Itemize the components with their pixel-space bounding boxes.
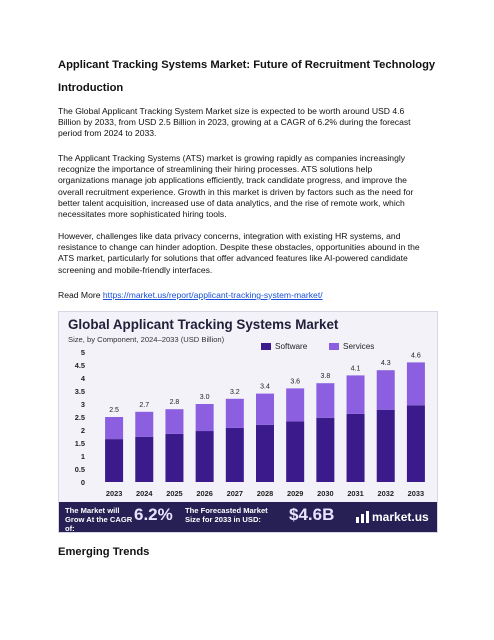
y-tick-label: 3.5 bbox=[75, 387, 85, 396]
p2-line: recognize the importance of streamlining… bbox=[58, 164, 373, 175]
x-tick-label-2028: 2028 bbox=[257, 489, 273, 498]
bar-software-2031 bbox=[346, 413, 365, 482]
data-label-2033: 4.6 bbox=[411, 352, 421, 359]
bar-services-2030 bbox=[316, 383, 335, 418]
p1-line: Billion by 2033, from USD 2.5 Billion in… bbox=[58, 117, 411, 128]
p2-line: organizations manage job applications ef… bbox=[58, 175, 407, 186]
bar-software-2023 bbox=[105, 439, 124, 482]
p2-line: necessitates more sophisticated hiring t… bbox=[58, 209, 227, 220]
forecast-value: $4.6B bbox=[289, 505, 335, 524]
legend-software-swatch bbox=[261, 343, 271, 350]
data-label-2024: 2.7 bbox=[139, 402, 149, 409]
bar-software-2026 bbox=[195, 431, 214, 482]
logo-text: market.us bbox=[372, 510, 429, 524]
cagr-caption: The Market will Grow At the CAGR of: bbox=[65, 506, 133, 533]
p3-line: However, challenges like data privacy co… bbox=[58, 231, 401, 241]
p1-line: period from 2024 to 2033. bbox=[58, 128, 157, 139]
x-tick-label-2023: 2023 bbox=[106, 489, 122, 498]
p3-line: ATS market, particularly for solutions t… bbox=[58, 253, 408, 264]
p3-line: screening and mobile-friendly interfaces… bbox=[58, 264, 213, 275]
infographic-footer: The Market will Grow At the CAGR of: 6.2… bbox=[59, 502, 437, 532]
x-tick-label-2029: 2029 bbox=[287, 489, 303, 498]
data-label-2030: 3.8 bbox=[320, 373, 330, 380]
y-tick-label: 4.5 bbox=[75, 361, 85, 370]
market-us-logo-icon bbox=[356, 511, 369, 523]
paragraph-market-size: The Global Applicant Tracking System Mar… bbox=[58, 106, 440, 140]
y-tick-label: 2.5 bbox=[75, 413, 85, 422]
bar-software-2032 bbox=[376, 409, 395, 482]
data-label-2027: 3.2 bbox=[230, 389, 240, 396]
p1-line: The Global Applicant Tracking System Mar… bbox=[58, 106, 405, 116]
legend-software: Software bbox=[261, 342, 307, 351]
cagr-value: 6.2% bbox=[134, 505, 173, 524]
bar-software-2028 bbox=[256, 424, 274, 482]
market-us-logo: market.us bbox=[356, 510, 429, 524]
bar-software-2027 bbox=[225, 427, 244, 482]
bar-software-2029 bbox=[286, 421, 305, 482]
y-tick-label: 1.5 bbox=[75, 439, 85, 448]
p2-line: The Applicant Tracking Systems (ATS) mar… bbox=[58, 153, 406, 163]
market-infographic: 0 0.5 1 1.5 2 2.5 3 3.5 4 4.5 5 2.5 2023 2.7 2024 2.8 20… bbox=[58, 311, 438, 533]
x-tick-label-2032: 2032 bbox=[378, 489, 394, 498]
bar-services-2024 bbox=[135, 411, 154, 437]
document-title: Applicant Tracking Systems Market: Futur… bbox=[58, 59, 436, 71]
y-tick-label: 2 bbox=[81, 426, 85, 435]
bar-chart: 0 0.5 1 1.5 2 2.5 3 3.5 4 4.5 5 2.5 2023 2.7 2024 2.8 20… bbox=[75, 348, 425, 498]
bar-services-2025 bbox=[165, 409, 184, 434]
chart-title: Global Applicant Tracking Systems Market bbox=[68, 317, 339, 332]
y-tick-label: 1 bbox=[81, 452, 85, 461]
p2-line: better talent acquisition, increased use… bbox=[58, 197, 405, 208]
data-label-2025: 2.8 bbox=[170, 399, 180, 406]
x-tick-label-2030: 2030 bbox=[317, 489, 333, 498]
y-tick-label: 0.5 bbox=[75, 465, 85, 474]
paragraph-market-growth: The Applicant Tracking Systems (ATS) mar… bbox=[58, 153, 440, 220]
bar-services-2027 bbox=[225, 398, 244, 428]
emerging-trends-heading: Emerging Trends bbox=[58, 546, 150, 558]
data-label-2023: 2.5 bbox=[109, 407, 119, 414]
data-label-2029: 3.6 bbox=[290, 378, 300, 385]
bar-services-2029 bbox=[286, 388, 305, 422]
x-tick-label-2027: 2027 bbox=[227, 489, 243, 498]
p2-line: overall recruitment experience. Growth i… bbox=[58, 186, 414, 197]
x-tick-label-2031: 2031 bbox=[347, 489, 363, 498]
bar-software-2030 bbox=[316, 417, 335, 482]
bar-services-2033 bbox=[406, 362, 425, 406]
y-tick-label: 4 bbox=[81, 374, 86, 383]
bar-services-2023 bbox=[105, 417, 124, 440]
data-label-2031: 4.1 bbox=[351, 365, 361, 372]
y-tick-label: 5 bbox=[81, 348, 85, 357]
legend-services-swatch bbox=[329, 343, 339, 350]
bar-software-2025 bbox=[165, 433, 184, 482]
bar-services-2026 bbox=[195, 404, 214, 432]
bar-services-2028 bbox=[256, 393, 274, 425]
chart-subtitle: Size, by Component, 2024–2033 (USD Billi… bbox=[68, 335, 225, 344]
bar-software-2024 bbox=[135, 436, 154, 482]
x-tick-label-2033: 2033 bbox=[408, 489, 424, 498]
data-label-2026: 3.0 bbox=[200, 394, 210, 401]
bar-services-2032 bbox=[376, 370, 395, 410]
forecast-caption: The Forecasted Market Size for 2033 in U… bbox=[185, 506, 268, 524]
bar-services-2031 bbox=[346, 375, 365, 414]
legend-services: Services bbox=[329, 342, 374, 351]
data-label-2032: 4.3 bbox=[381, 360, 391, 367]
y-tick-label: 3 bbox=[81, 400, 85, 409]
y-tick-label: 0 bbox=[81, 478, 85, 487]
bar-software-2033 bbox=[406, 405, 425, 482]
x-tick-label-2026: 2026 bbox=[196, 489, 212, 498]
x-tick-label-2024: 2024 bbox=[136, 489, 153, 498]
read-more-link[interactable]: https://market.us/report/applicant-track… bbox=[102, 290, 323, 300]
p3-line: resistance to change can hinder adoption… bbox=[58, 242, 420, 253]
paragraph-challenges: However, challenges like data privacy co… bbox=[58, 231, 440, 276]
x-tick-label-2025: 2025 bbox=[166, 489, 182, 498]
legend-software-label: Software bbox=[275, 342, 308, 351]
read-more-label: Read More bbox=[58, 290, 101, 300]
legend-services-label: Services bbox=[343, 342, 375, 351]
data-label-2028: 3.4 bbox=[260, 384, 270, 391]
intro-heading: Introduction bbox=[58, 82, 124, 94]
read-more-line: Read More https://market.us/report/appli… bbox=[58, 290, 440, 301]
